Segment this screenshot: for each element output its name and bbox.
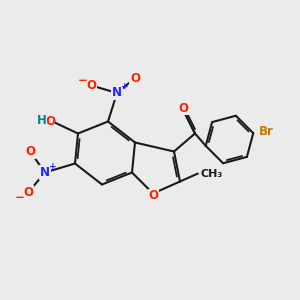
Text: O: O [86, 79, 97, 92]
Text: +: + [121, 82, 128, 91]
Text: Br: Br [259, 125, 273, 138]
Text: N: N [40, 166, 50, 179]
Text: O: O [130, 71, 140, 85]
Text: +: + [49, 162, 56, 171]
Text: H: H [37, 114, 47, 128]
Text: O: O [178, 101, 188, 115]
Text: CH₃: CH₃ [200, 169, 223, 178]
Text: N: N [112, 86, 122, 100]
Text: O: O [45, 115, 55, 128]
Text: O: O [25, 145, 35, 158]
Text: O: O [148, 189, 159, 203]
Text: −: − [15, 191, 25, 204]
Text: O: O [23, 185, 34, 199]
Text: −: − [78, 74, 88, 88]
